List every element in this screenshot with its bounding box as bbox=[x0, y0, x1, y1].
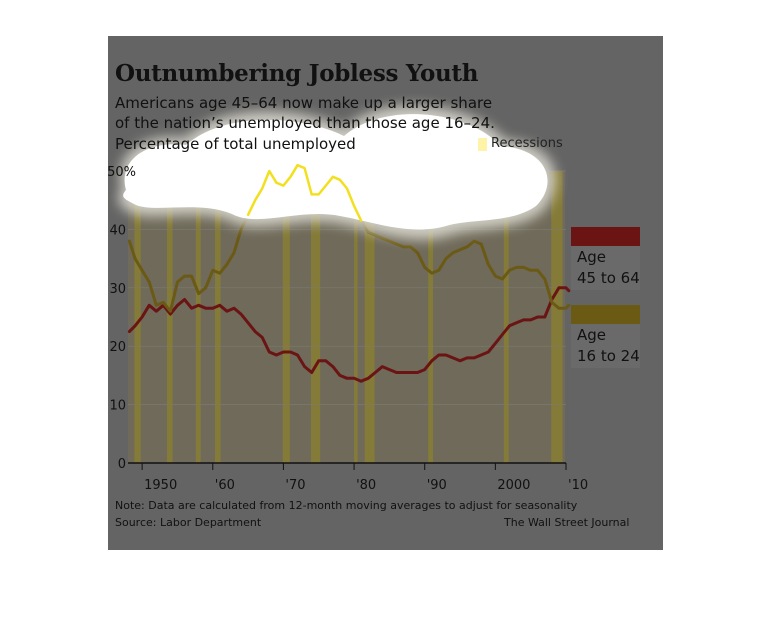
recession-band bbox=[428, 171, 434, 463]
legend-swatch-age-16-24 bbox=[571, 305, 640, 324]
y-tick-label: 30 bbox=[109, 282, 126, 297]
x-axis-labels: 1950 '60 '70 '80 '90 2000 '10 bbox=[141, 463, 588, 493]
x-tick-label: '80 bbox=[356, 478, 376, 493]
x-tick-label: '10 bbox=[568, 478, 588, 493]
series-line-age-45-64 bbox=[127, 286, 571, 383]
chart-note: Note: Data are calculated from 12-month … bbox=[115, 499, 578, 512]
recession-band bbox=[214, 171, 221, 463]
y-tick-label: 20 bbox=[109, 340, 126, 355]
y-tick-label: 0 bbox=[118, 457, 126, 472]
recession-band bbox=[195, 171, 201, 463]
highlight-cloud bbox=[118, 105, 556, 240]
chart-credit: The Wall Street Journal bbox=[504, 516, 630, 529]
legend-label-age-45-64-line-1: Age bbox=[577, 248, 607, 266]
recession-band bbox=[311, 171, 321, 463]
x-tick-label: '70 bbox=[285, 478, 305, 493]
chart-title: Outnumbering Jobless Youth bbox=[115, 60, 479, 87]
legend-label-age-45-64-line-2: 45 to 64 bbox=[577, 269, 640, 287]
recession-bands bbox=[134, 171, 563, 463]
y-axis-labels: 0 10 20 30 40 50% bbox=[107, 165, 136, 472]
x-tick-label: '90 bbox=[427, 478, 447, 493]
recession-band bbox=[503, 171, 509, 463]
recession-band bbox=[166, 171, 173, 463]
recession-legend-label: Recessions bbox=[491, 136, 563, 151]
legend-swatch-age-45-64 bbox=[571, 227, 640, 246]
legend-box-age-16-24 bbox=[571, 324, 640, 368]
legend-label-age-16-24-line-1: Age bbox=[577, 326, 607, 344]
recession-band bbox=[282, 171, 290, 463]
y-tick-label: 50% bbox=[107, 165, 136, 180]
y-tick-label: 10 bbox=[109, 399, 126, 414]
recession-band bbox=[551, 171, 563, 463]
chart-subtitle-line-2: of the nation’s unemployed than those ag… bbox=[115, 114, 495, 132]
recession-band bbox=[134, 171, 141, 463]
recession-band bbox=[354, 171, 358, 463]
y-tick-label: 40 bbox=[109, 223, 126, 238]
legend-box-age-45-64 bbox=[571, 246, 640, 290]
recession-legend-swatch bbox=[478, 138, 487, 151]
recession-band bbox=[364, 171, 375, 463]
x-tick-label: 1950 bbox=[144, 478, 177, 493]
series-line-age-16-24-highlight bbox=[246, 163, 363, 222]
x-tick-label: 2000 bbox=[497, 478, 530, 493]
x-tick-label: '60 bbox=[215, 478, 235, 493]
chart-source: Source: Labor Department bbox=[115, 516, 262, 529]
legend-label-age-16-24-line-2: 16 to 24 bbox=[577, 347, 640, 365]
y-axis-title: Percentage of total unemployed bbox=[115, 135, 356, 153]
chart-subtitle-line-1: Americans age 45–64 now make up a larger… bbox=[115, 94, 493, 112]
